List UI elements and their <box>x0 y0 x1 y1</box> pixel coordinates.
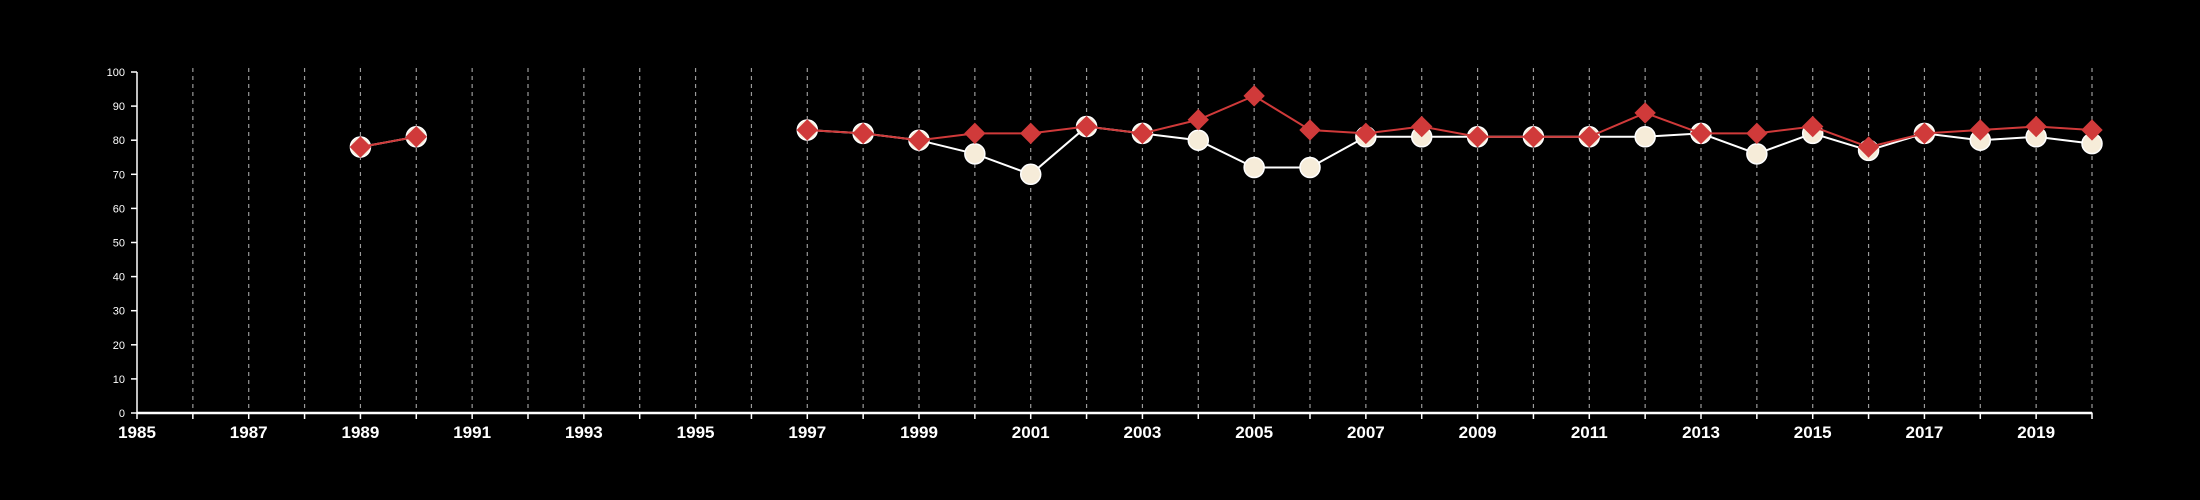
series-0 <box>349 115 2103 186</box>
x-tick-label: 2011 <box>1571 423 1608 442</box>
series-1 <box>349 85 2103 158</box>
data-point <box>1355 122 1377 145</box>
series-line <box>807 94 2093 149</box>
data-point <box>1522 126 1545 148</box>
data-point <box>1299 156 1321 179</box>
x-tick-label: 2003 <box>1124 423 1162 442</box>
data-point <box>1299 119 1321 141</box>
data-point <box>405 126 427 148</box>
data-point <box>349 136 372 158</box>
data-point <box>2081 119 2103 141</box>
data-point <box>1634 126 1656 148</box>
axes: 0 10 20 30 40 50 60 70 80 90 100 1985 1987 1989 1991 19… <box>107 67 2093 442</box>
data-point <box>1857 136 1880 158</box>
data-point <box>1913 122 1936 145</box>
data-point <box>1075 115 1098 138</box>
x-tick-label: 1985 <box>118 423 156 442</box>
x-tick-label: 2013 <box>1682 423 1720 442</box>
series-line <box>360 135 417 149</box>
data-point <box>1243 85 1265 107</box>
x-tick-label: 2017 <box>1906 423 1944 442</box>
x-tick-label: 2007 <box>1347 423 1385 442</box>
data-point <box>796 119 818 141</box>
y-tick-label: 100 <box>107 67 125 79</box>
x-tick-label: 1987 <box>230 423 268 442</box>
y-tick-label: 0 <box>119 408 125 420</box>
grid-lines <box>192 68 2093 413</box>
data-point <box>1746 143 1768 165</box>
y-tick-label: 90 <box>113 101 125 113</box>
y-tick-label: 20 <box>113 340 125 352</box>
x-tick-label: 1993 <box>565 423 603 442</box>
data-point <box>1020 122 1042 145</box>
data-point <box>852 122 874 145</box>
y-tick-label: 40 <box>113 272 125 284</box>
y-tick-label: 60 <box>113 203 125 215</box>
data-point <box>1634 102 1656 124</box>
x-tick-label: 2015 <box>1794 423 1832 442</box>
data-point <box>1019 163 1042 186</box>
data-point <box>1411 115 1433 138</box>
data-point <box>1969 119 1991 141</box>
data-point <box>2025 115 2047 138</box>
data-point <box>1466 126 1489 148</box>
y-tick-label: 50 <box>113 238 125 250</box>
data-point <box>908 129 930 151</box>
x-tick-label: 2019 <box>2017 423 2055 442</box>
x-tick-label: 1995 <box>677 423 715 442</box>
x-tick-label: 2005 <box>1235 423 1273 442</box>
x-tick-label: 1989 <box>342 423 380 442</box>
y-tick-label: 10 <box>113 374 125 386</box>
y-tick-label: 30 <box>113 306 125 318</box>
data-point <box>1131 122 1154 145</box>
data-point <box>1746 122 1768 145</box>
y-tick-label: 80 <box>113 135 125 147</box>
data-point <box>1243 156 1265 179</box>
data-point <box>1690 122 1712 145</box>
data-point <box>1187 109 1209 131</box>
x-tick-label: 1999 <box>900 423 938 442</box>
data-point <box>1187 129 1210 151</box>
series <box>349 85 2103 186</box>
data-point <box>964 143 986 165</box>
x-tick-label: 1991 <box>453 423 491 442</box>
data-point <box>1802 115 1824 138</box>
x-tick-label: 2001 <box>1012 423 1050 442</box>
x-tick-label: 1997 <box>788 423 826 442</box>
y-tick-label: 70 <box>113 169 125 181</box>
x-tick-label: 2009 <box>1459 423 1497 442</box>
data-point <box>1578 126 1600 148</box>
data-point <box>964 122 986 145</box>
